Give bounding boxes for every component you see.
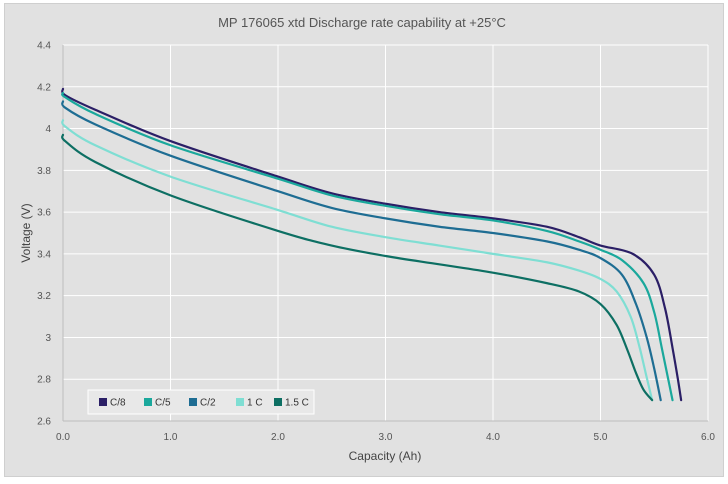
x-tick-label: 2.0 (271, 432, 285, 443)
legend-label: C/5 (155, 398, 171, 409)
x-ticks: 0.0 1.0 2.0 3.0 4.0 5.0 6.0 (56, 432, 715, 443)
y-tick-label: 3 (45, 333, 51, 344)
series-line-2 (61, 91, 674, 402)
legend-swatch (144, 398, 152, 406)
chart-title: MP 176065 xtd Discharge rate capability … (218, 15, 506, 30)
x-tick-label: 6.0 (701, 432, 715, 443)
legend-swatch (99, 398, 107, 406)
legend-swatch (274, 398, 282, 406)
legend-label: C/2 (200, 398, 216, 409)
x-axis-label: Capacity (Ah) (349, 449, 422, 463)
series-line-3 (61, 100, 662, 402)
y-axis-label: Voltage (V) (19, 203, 33, 262)
legend-label: 1.5 C (285, 398, 309, 409)
y-tick-label: 3.4 (37, 249, 51, 260)
y-tick-label: 4.2 (37, 82, 51, 93)
series-line-5 (61, 133, 654, 402)
y-tick-label: 3.6 (37, 208, 51, 219)
y-ticks: 2.6 2.8 3 3.2 3.4 3.6 3.8 4 4.2 4.4 (37, 41, 51, 428)
series-line-1 (61, 87, 683, 402)
y-tick-label: 4.4 (37, 41, 51, 52)
x-tick-label: 0.0 (56, 432, 70, 443)
legend-swatch (189, 398, 197, 406)
x-tick-label: 4.0 (486, 432, 500, 443)
legend: C/8 C/5 C/2 1 C 1.5 C (87, 389, 315, 415)
y-tick-label: 4 (45, 124, 51, 135)
legend-label: 1 C (247, 398, 263, 409)
legend-label: C/8 (110, 398, 126, 409)
legend-swatch (236, 398, 244, 406)
series-group (61, 87, 683, 402)
y-tick-label: 2.8 (37, 375, 51, 386)
y-tick-label: 2.6 (37, 417, 51, 428)
series-line-4 (61, 119, 654, 402)
y-tick-label: 3.2 (37, 291, 51, 302)
x-tick-label: 3.0 (379, 432, 393, 443)
x-tick-label: 5.0 (594, 432, 608, 443)
y-tick-label: 3.8 (37, 166, 51, 177)
grid (62, 44, 709, 422)
x-tick-label: 1.0 (164, 432, 178, 443)
